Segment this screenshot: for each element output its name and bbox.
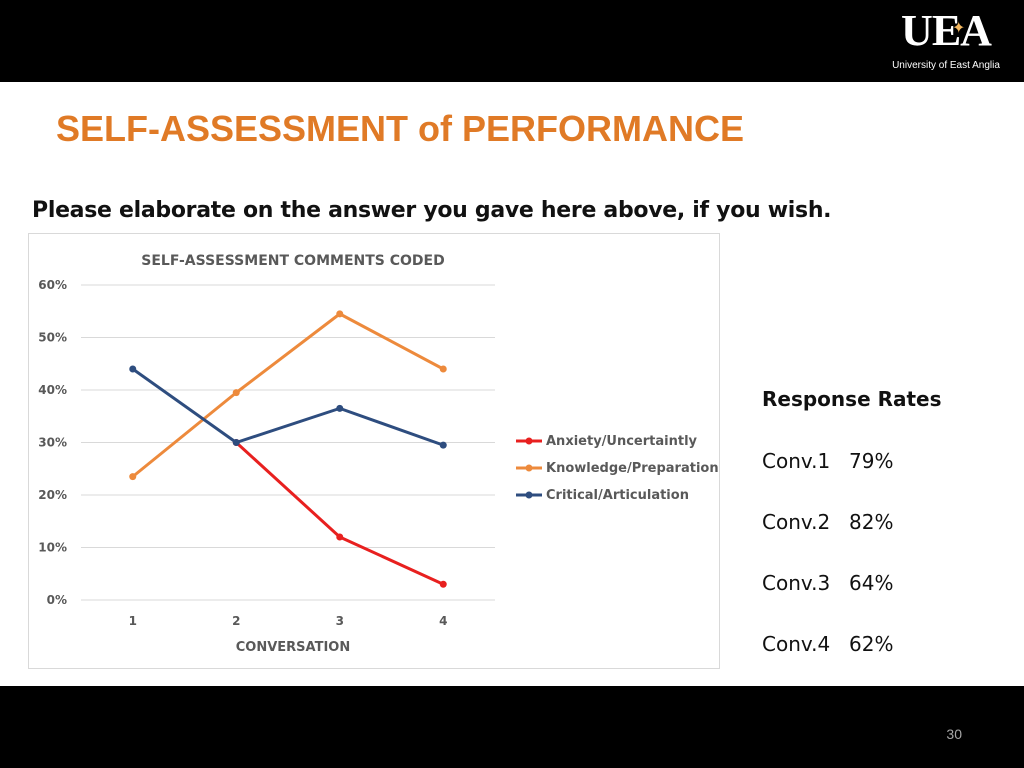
y-tick-label: 40% — [38, 383, 67, 397]
y-tick-label: 60% — [38, 278, 67, 292]
slide-title: SELF-ASSESSMENT of PERFORMANCE — [56, 108, 745, 149]
legend-label: Critical/Articulation — [546, 488, 689, 503]
data-point — [439, 365, 447, 373]
data-point — [336, 404, 344, 412]
prompt-text: Please elaborate on the answer you gave … — [32, 198, 832, 223]
uea-logo: UEA ✦ University of East Anglia — [886, 6, 1006, 78]
legend-label: Anxiety/Uncertaintly — [546, 434, 698, 449]
legend-marker — [525, 491, 533, 499]
rate-value: 82% — [849, 510, 894, 534]
legend-marker — [525, 437, 533, 445]
y-tick-label: 10% — [38, 541, 67, 555]
star-icon: ✦ — [952, 20, 966, 37]
x-tick-label: 3 — [336, 614, 344, 628]
data-point — [439, 441, 447, 449]
rate-value: 62% — [849, 632, 894, 656]
chart-svg: SELF-ASSESSMENT COMMENTS CODED 0% 10% 20% 30… — [38, 253, 719, 655]
logo-text: University of East Anglia — [892, 60, 1000, 71]
rate-row-conv1: Conv.1 79% — [762, 446, 893, 476]
y-tick-label: 50% — [38, 331, 67, 345]
y-tick-label: 30% — [38, 436, 67, 450]
rate-value: 64% — [849, 571, 894, 595]
y-tick-label: 20% — [38, 488, 67, 502]
rate-value: 79% — [849, 449, 894, 473]
x-axis-label: CONVERSATION — [236, 640, 350, 655]
footer-band: 30 — [0, 686, 1024, 768]
x-tick-label: 2 — [232, 614, 240, 628]
series-line — [131, 312, 444, 478]
series-line — [131, 367, 444, 447]
chart-title: SELF-ASSESSMENT COMMENTS CODED — [141, 253, 444, 269]
data-point — [232, 389, 240, 397]
logo-mark: UEA — [901, 6, 992, 55]
line-chart: SELF-ASSESSMENT COMMENTS CODED 0% 10% 20% 30… — [28, 233, 720, 669]
response-rates: Response Rates Conv.1 79% Conv.2 82% Conv.… — [762, 384, 982, 656]
header-band: UEA ✦ University of East Anglia — [0, 0, 1024, 82]
rate-label: Conv.4 — [762, 632, 831, 656]
legend-label: Knowledge/Preparation — [546, 461, 719, 476]
page-number: 30 — [946, 726, 962, 742]
series-line — [235, 441, 444, 586]
data-point — [336, 533, 344, 541]
rate-row-conv4: Conv.4 62% — [762, 629, 893, 659]
rate-label: Conv.1 — [762, 449, 831, 473]
rate-label: Conv.2 — [762, 510, 831, 534]
data-point — [129, 365, 137, 373]
x-tick-label: 1 — [129, 614, 137, 628]
data-point — [336, 310, 344, 318]
legend-marker — [525, 464, 533, 472]
data-point — [439, 580, 447, 588]
y-tick-label: 0% — [47, 593, 67, 607]
rate-row-conv2: Conv.2 82% — [762, 507, 893, 537]
x-tick-label: 4 — [439, 614, 447, 628]
rate-row-conv3: Conv.3 64% — [762, 568, 893, 598]
data-point — [129, 473, 137, 481]
response-rates-title: Response Rates — [762, 387, 942, 411]
data-point — [232, 439, 240, 446]
rate-label: Conv.3 — [762, 571, 831, 595]
